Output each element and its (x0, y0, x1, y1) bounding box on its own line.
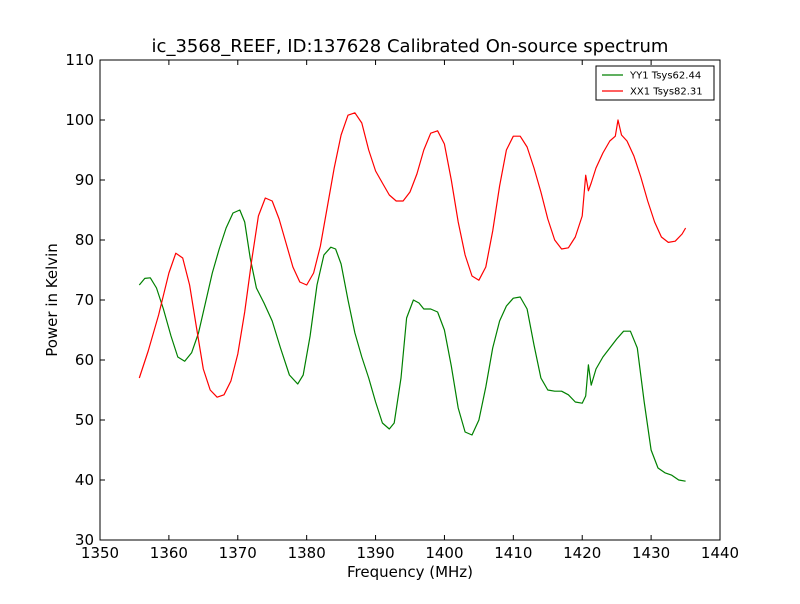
x-tick-label: 1410 (494, 544, 532, 562)
y-tick-label: 50 (75, 411, 94, 429)
y-tick-label: 100 (65, 111, 94, 129)
y-tick-label: 80 (75, 231, 94, 249)
chart-title: ic_3568_REEF, ID:137628 Calibrated On-so… (152, 36, 669, 57)
legend-label: XX1 Tsys82.31 (630, 87, 703, 98)
series-line-1 (138, 209, 686, 482)
y-tick-label: 30 (75, 531, 94, 549)
legend-label: YY1 Tsys62.44 (629, 71, 701, 82)
legend-box (595, 65, 715, 101)
x-axis: 1350 1360 1370 1380 1390 1400 1410 1420 1430 1440 (81, 60, 739, 562)
plot-area-frame (99, 59, 721, 541)
x-tick-label: 1390 (356, 544, 394, 562)
x-tick-label: 1400 (425, 544, 463, 562)
y-axis-label: Power in Kelvin (43, 243, 61, 357)
legend: YY1 Tsys62.44 XX1 Tsys82.31 (595, 65, 715, 101)
y-tick-label: 70 (75, 291, 94, 309)
x-tick-label: 1380 (288, 544, 326, 562)
y-tick-label: 40 (75, 471, 94, 489)
x-tick-label: 1350 (81, 544, 119, 562)
series-line-2 (138, 112, 687, 398)
y-tick-label: 60 (75, 351, 94, 369)
series-layer (138, 112, 687, 482)
x-tick-label: 1430 (632, 544, 670, 562)
y-tick-label: 110 (65, 51, 94, 69)
x-axis-label: Frequency (MHz) (347, 563, 473, 581)
x-tick-label: 1370 (219, 544, 257, 562)
x-tick-label: 1420 (563, 544, 601, 562)
x-tick-label: 1440 (701, 544, 739, 562)
x-tick-label: 1360 (150, 544, 188, 562)
y-axis: 30 40 50 60 70 80 90 100 110 (65, 51, 720, 549)
y-tick-label: 90 (75, 171, 94, 189)
